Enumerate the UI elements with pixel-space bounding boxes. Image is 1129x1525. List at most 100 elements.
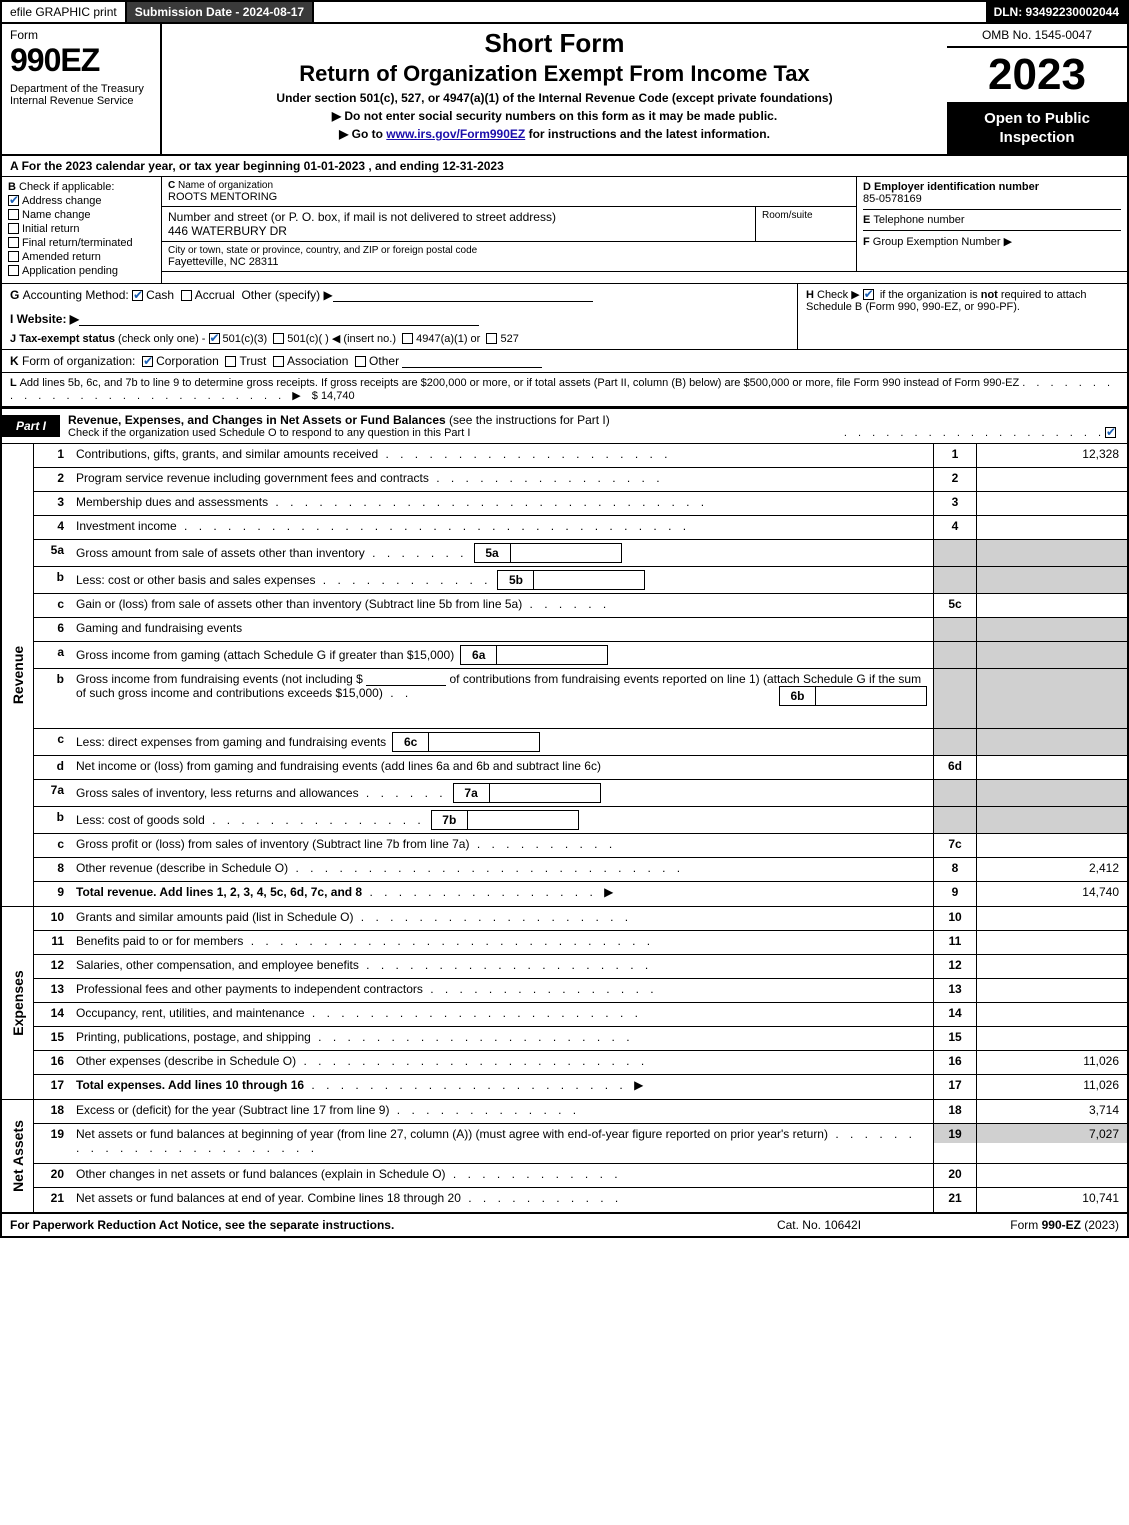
chk-initial-return[interactable]: [8, 223, 19, 234]
ln-4-box: 4: [933, 516, 977, 539]
netassets-label: Net Assets: [10, 1120, 26, 1192]
chk-application-pending[interactable]: [8, 265, 19, 276]
ln-7c-desc: Gross profit or (loss) from sales of inv…: [70, 834, 933, 857]
chk-name-change[interactable]: [8, 209, 19, 220]
ln-8-amt: 2,412: [977, 858, 1127, 881]
ln-18-amt: 3,714: [977, 1100, 1127, 1123]
ln-7b-desc: Less: cost of goods sold . . . . . . . .…: [70, 807, 933, 833]
chk-trust[interactable]: [225, 356, 236, 367]
ln-11-amt: [977, 931, 1127, 954]
short-form-title: Short Form: [170, 28, 939, 59]
part-1-tab: Part I: [2, 415, 60, 437]
chk-address-change[interactable]: [8, 195, 19, 206]
ln-2-desc: Program service revenue including govern…: [70, 468, 933, 491]
ln-18-num: 18: [34, 1100, 70, 1123]
ln-6c-desc: Less: direct expenses from gaming and fu…: [70, 729, 933, 755]
ln-2-box: 2: [933, 468, 977, 491]
ln-12-box: 12: [933, 955, 977, 978]
chk-schedule-o-used[interactable]: [1105, 427, 1116, 438]
g-cash: Cash: [146, 288, 174, 302]
ln-7c-num: c: [34, 834, 70, 857]
l-text: Add lines 5b, 6c, and 7b to line 9 to de…: [20, 377, 1020, 389]
chk-cash[interactable]: [132, 290, 143, 301]
revenue-vlabel: Revenue: [2, 444, 34, 906]
ln-3-box: 3: [933, 492, 977, 515]
header-left: Form 990EZ Department of the Treasury In…: [2, 24, 162, 154]
chk-527[interactable]: [486, 333, 497, 344]
ln-13-amt: [977, 979, 1127, 1002]
ln-15-desc: Printing, publications, postage, and shi…: [70, 1027, 933, 1050]
k-opt-2: Association: [287, 354, 348, 368]
chk-association[interactable]: [273, 356, 284, 367]
b-item-3: Final return/terminated: [22, 237, 133, 249]
expenses-vlabel: Expenses: [2, 907, 34, 1099]
chk-amended-return[interactable]: [8, 251, 19, 262]
website-underline[interactable]: [79, 312, 479, 326]
main-title: Return of Organization Exempt From Incom…: [170, 61, 939, 87]
goto-post: for instructions and the latest informat…: [525, 127, 770, 141]
ln-15-num: 15: [34, 1027, 70, 1050]
ln-7a-amt-shade: [977, 780, 1127, 806]
chk-501c[interactable]: [273, 333, 284, 344]
ln-5a-desc: Gross amount from sale of assets other t…: [70, 540, 933, 566]
ln-7b-box-shade: [933, 807, 977, 833]
b-item-2: Initial return: [22, 223, 79, 235]
ln-6b-amt-shade: [977, 669, 1127, 728]
ln-17-num: 17: [34, 1075, 70, 1099]
irs-link[interactable]: www.irs.gov/Form990EZ: [386, 127, 525, 141]
ln-4-desc: Investment income . . . . . . . . . . . …: [70, 516, 933, 539]
k-other-underline[interactable]: [402, 354, 542, 368]
chk-schedule-b-not-required[interactable]: [863, 289, 874, 300]
chk-corporation[interactable]: [142, 356, 153, 367]
ln-1-desc: Contributions, gifts, grants, and simila…: [70, 444, 933, 467]
j-opt3: 4947(a)(1) or: [416, 333, 480, 345]
chk-final-return[interactable]: [8, 237, 19, 248]
ln-7b-num: b: [34, 807, 70, 833]
topbar: efile GRAPHIC print Submission Date - 20…: [2, 2, 1127, 24]
block-b-c-d-e-f: B Check if applicable: Address change Na…: [2, 177, 1127, 284]
line-K: K Form of organization: Corporation Trus…: [2, 350, 1127, 373]
chk-501c3[interactable]: [209, 333, 220, 344]
room-suite-label: Room/suite: [756, 207, 856, 241]
chk-accrual[interactable]: [181, 290, 192, 301]
b-item-1: Name change: [22, 209, 91, 221]
department: Department of the Treasury Internal Reve…: [10, 83, 152, 107]
f-label: Group Exemption Number: [873, 236, 1001, 248]
c-name-label: Name of organization: [178, 180, 273, 191]
ln-6d-box: 6d: [933, 756, 977, 779]
ln-13-box: 13: [933, 979, 977, 1002]
ln-5a-box-shade: [933, 540, 977, 566]
ln-6-amt-shade: [977, 618, 1127, 641]
ln-19-amt: 7,027: [977, 1124, 1127, 1163]
ln-6c-amt-shade: [977, 729, 1127, 755]
ln-5b-num: b: [34, 567, 70, 593]
header-right: OMB No. 1545-0047 2023 Open to Public In…: [947, 24, 1127, 154]
goto-line: ▶ Go to www.irs.gov/Form990EZ for instru…: [170, 127, 939, 141]
form-header: Form 990EZ Department of the Treasury In…: [2, 24, 1127, 156]
line-L: L Add lines 5b, 6c, and 7b to line 9 to …: [2, 373, 1127, 407]
expenses-label: Expenses: [10, 970, 26, 1035]
chk-4947[interactable]: [402, 333, 413, 344]
netassets-vlabel: Net Assets: [2, 1100, 34, 1212]
chk-other-org[interactable]: [355, 356, 366, 367]
h-not: not: [981, 289, 998, 301]
efile-print[interactable]: efile GRAPHIC print: [2, 2, 127, 22]
ln-11-num: 11: [34, 931, 70, 954]
h-pre: Check ▶: [817, 289, 863, 301]
ln-10-num: 10: [34, 907, 70, 930]
j-opt1: 501(c)(3): [223, 333, 268, 345]
ln-10-amt: [977, 907, 1127, 930]
dln: DLN: 93492230002044: [986, 2, 1127, 22]
ln-15-box: 15: [933, 1027, 977, 1050]
ln-15-amt: [977, 1027, 1127, 1050]
ln-1-box: 1: [933, 444, 977, 467]
ln-21-amt: 10,741: [977, 1188, 1127, 1212]
footer: For Paperwork Reduction Act Notice, see …: [2, 1214, 1127, 1236]
ln-10-box: 10: [933, 907, 977, 930]
header-center: Short Form Return of Organization Exempt…: [162, 24, 947, 154]
col-D: D Employer identification number 85-0578…: [857, 177, 1127, 271]
footer-left: For Paperwork Reduction Act Notice, see …: [10, 1218, 719, 1232]
g-other-underline[interactable]: [333, 288, 593, 302]
ln-11-desc: Benefits paid to or for members . . . . …: [70, 931, 933, 954]
ln-5b-box-shade: [933, 567, 977, 593]
